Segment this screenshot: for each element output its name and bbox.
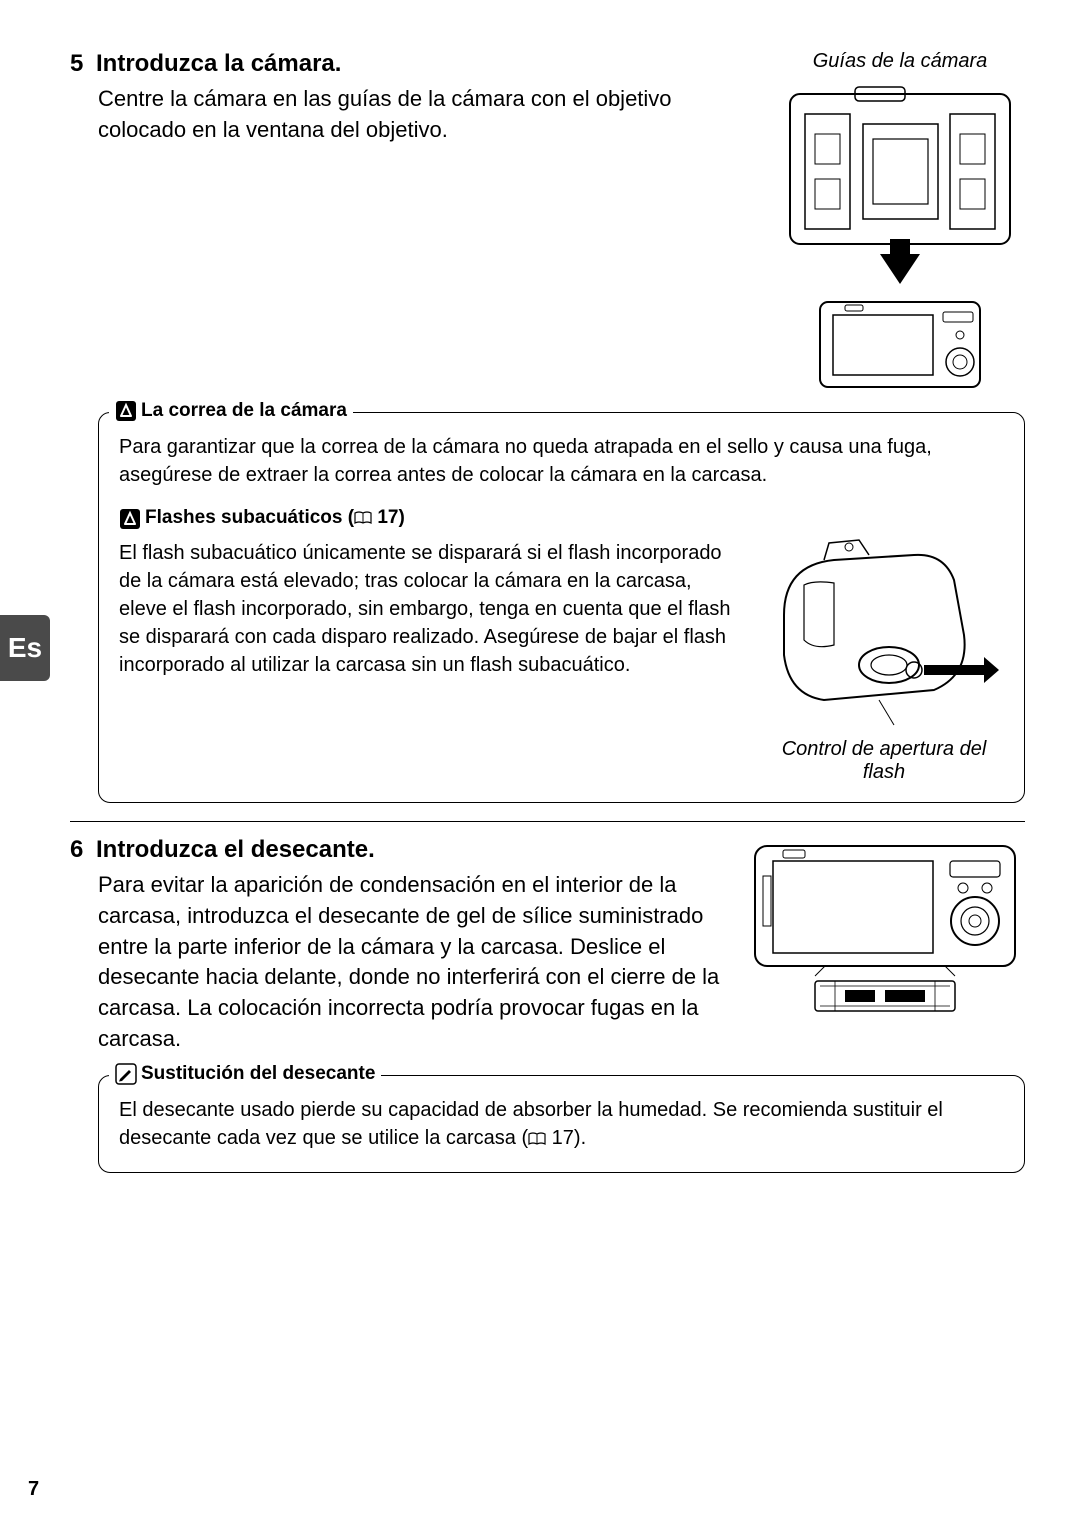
flash-caption: Control de apertura del flash bbox=[764, 738, 1004, 784]
note-title: Sustitución del desecante bbox=[109, 1063, 381, 1085]
note-camera-strap: La correa de la cámara Para garantizar q… bbox=[98, 412, 1025, 803]
illustration-column bbox=[745, 836, 1025, 1016]
divider bbox=[70, 821, 1025, 822]
book-icon bbox=[354, 509, 372, 531]
page-number: 7 bbox=[28, 1478, 39, 1501]
flash-illustration-column: Control de apertura del flash bbox=[764, 535, 1004, 784]
step-number: 5 bbox=[70, 50, 88, 78]
camera-back-illustration bbox=[815, 297, 985, 392]
step-number: 6 bbox=[70, 836, 88, 864]
step-body-text: Centre la cámara en las guías de la cáma… bbox=[70, 84, 751, 146]
note-title-text: La correa de la cámara bbox=[141, 400, 347, 422]
note-sub-text: El flash subacuático únicamente se dispa… bbox=[119, 539, 744, 679]
note-text: El desecante usado pierde su capacidad d… bbox=[119, 1096, 1004, 1154]
step-body-text: Para evitar la aparición de condensación… bbox=[70, 870, 721, 1055]
pencil-icon bbox=[115, 1063, 137, 1085]
camera-housing-illustration bbox=[775, 79, 1025, 289]
step-title: Introduzca el desecante. bbox=[96, 836, 375, 864]
note-text: Para garantizar que la correa de la cáma… bbox=[119, 433, 1004, 489]
book-icon bbox=[528, 1126, 546, 1154]
note-desiccant-replacement: Sustitución del desecante El desecante u… bbox=[98, 1075, 1025, 1173]
step-6: 6 Introduzca el desecante. Para evitar l… bbox=[70, 836, 1025, 1055]
step-5: 5 Introduzca la cámara. Centre la cámara… bbox=[70, 50, 1025, 392]
step-title: Introduzca la cámara. bbox=[96, 50, 341, 78]
note-title-text: Sustitución del desecante bbox=[141, 1063, 375, 1085]
caution-icon bbox=[115, 400, 137, 422]
manual-page: Es 5 Introduzca la cámara. Centre la cám… bbox=[0, 0, 1080, 1535]
illustration-caption: Guías de la cámara bbox=[775, 50, 1025, 73]
desiccant-illustration bbox=[745, 836, 1015, 1016]
flash-control-illustration bbox=[764, 535, 1004, 730]
sub-title-prefix: Flashes subacuáticos ( bbox=[145, 507, 354, 528]
caution-icon bbox=[119, 508, 141, 530]
illustration-column: Guías de la cámara bbox=[775, 50, 1025, 392]
sub-title-page: 17) bbox=[372, 507, 405, 528]
note-flash-subsection: Flashes subacuáticos ( 17) El flash suba… bbox=[119, 507, 1004, 784]
note-text-page: 17). bbox=[546, 1127, 586, 1149]
language-tab: Es bbox=[0, 615, 50, 681]
note-sub-title: Flashes subacuáticos ( 17) bbox=[119, 507, 1004, 531]
note-title: La correa de la cámara bbox=[109, 400, 353, 422]
